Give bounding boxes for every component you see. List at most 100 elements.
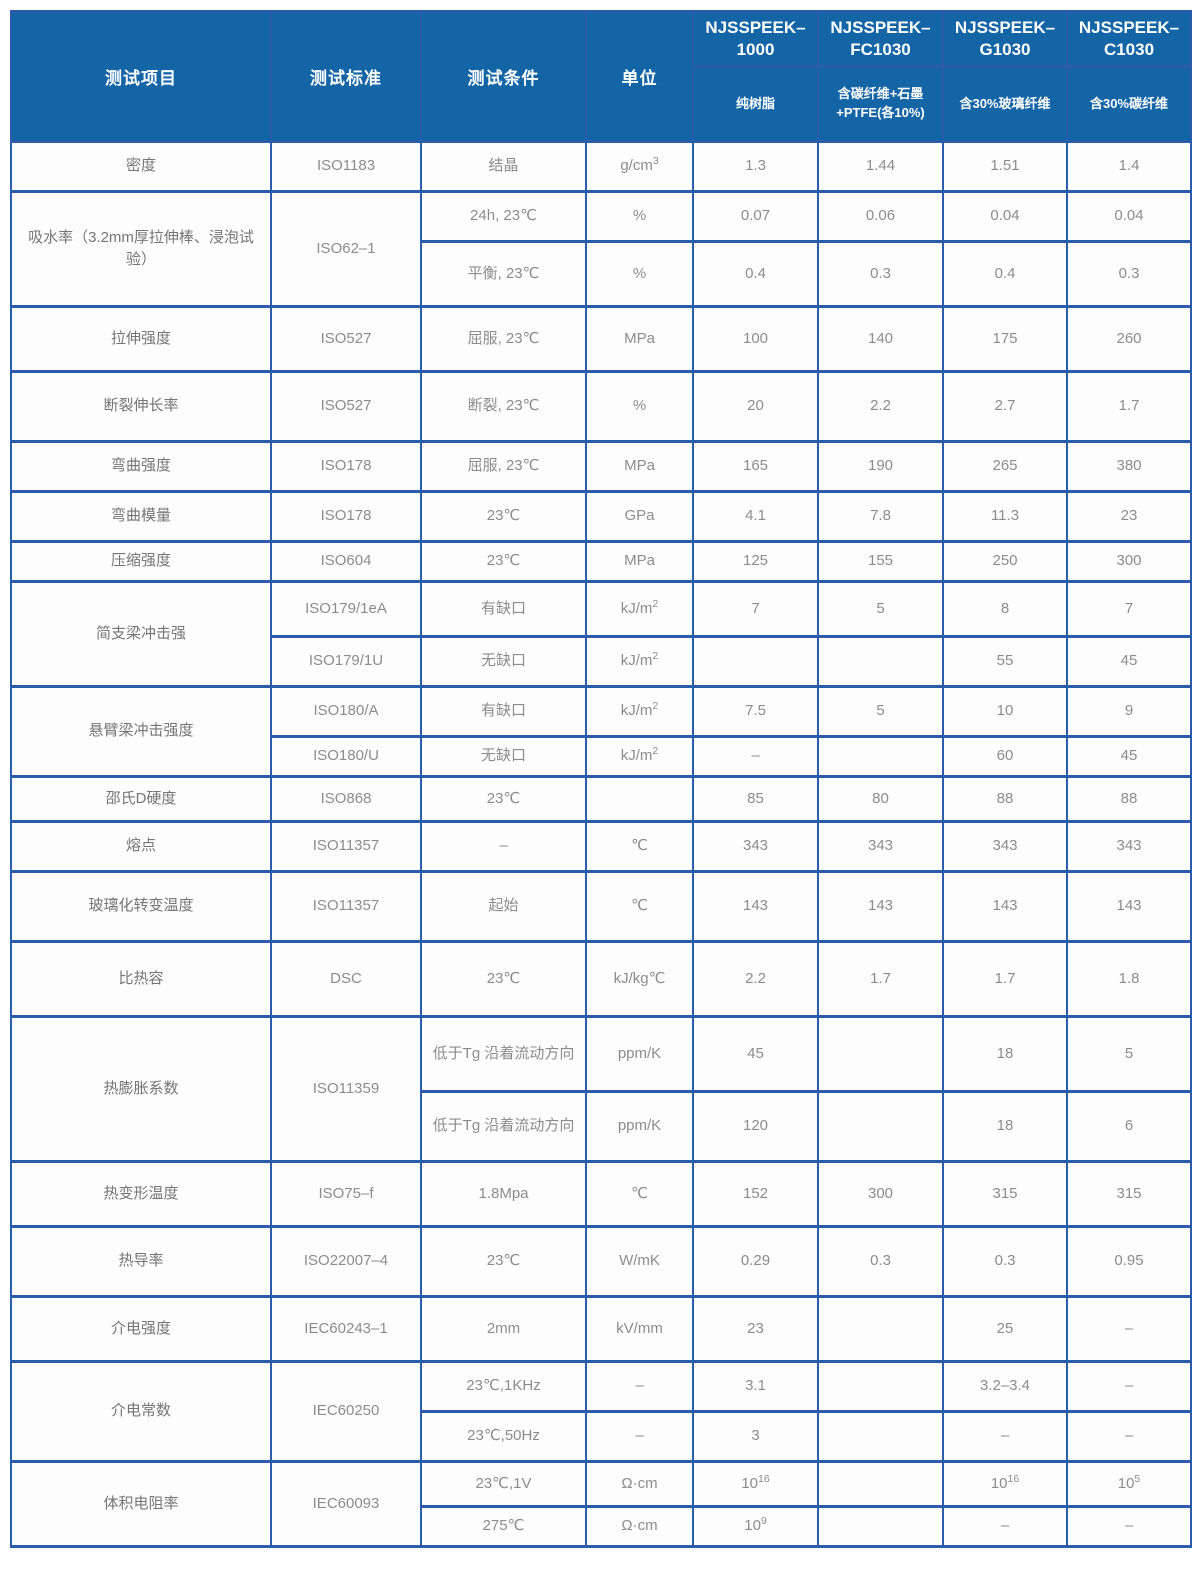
cell-test-item: 体积电阻率: [10, 1460, 272, 1549]
cell-test-item: 玻璃化转变温度: [10, 870, 272, 944]
cell-condition: 无缺口: [420, 735, 587, 779]
cell-test-item: 悬臂梁冲击强度: [10, 685, 272, 779]
cell-unit: [585, 775, 694, 824]
cell-standard: ISO62–1: [270, 190, 422, 309]
cell-condition: 23℃,1V: [420, 1460, 587, 1509]
table-row: 断裂伸长率 ISO527 断裂, 23℃ % 20 2.2 2.7 1.7: [10, 370, 1192, 444]
table-row: 低于Tg 沿着流动方向 ppm/K 120 18 6: [11, 1090, 1192, 1164]
cell-value: 152: [692, 1160, 819, 1229]
table-row: 介电常数 IEC60250 23℃,1KHz – 3.1 3.2–3.4 –: [10, 1360, 1192, 1464]
cell-standard: DSC: [270, 940, 422, 1019]
cell-value: 18: [942, 1015, 1068, 1094]
cell-value: 88: [942, 775, 1068, 824]
header-product-desc: 含30%碳纤维: [1066, 65, 1192, 144]
cell-condition: 23℃,1KHz: [420, 1360, 587, 1414]
header-test-item: 测试项目: [10, 9, 272, 144]
header-test-condition: 测试条件: [420, 9, 587, 144]
table-row: 275℃ Ω·cm 109 – –: [11, 1505, 1192, 1549]
cell-value: 1.3: [692, 140, 819, 194]
cell-condition: 1.8Mpa: [420, 1160, 587, 1229]
cell-value: 8: [942, 580, 1068, 639]
cell-condition: 23℃: [420, 490, 587, 544]
cell-test-item: 熔点: [10, 820, 272, 874]
cell-condition: 2mm: [420, 1295, 587, 1364]
cell-standard: IEC60243–1: [270, 1295, 422, 1364]
cell-condition: 断裂, 23℃: [420, 370, 587, 444]
cell-unit: W/mK: [585, 1225, 694, 1299]
cell-value: 0.4: [692, 240, 819, 309]
header-product-desc: 含30%玻璃纤维: [942, 65, 1068, 144]
cell-value: 250: [942, 540, 1068, 584]
header-product-name: NJSSPEEK–1000: [692, 9, 819, 69]
cell-unit: %: [585, 190, 694, 244]
cell-value: –: [1066, 1410, 1192, 1464]
cell-standard: ISO11357: [270, 820, 422, 874]
cell-value: 23: [1066, 490, 1192, 544]
cell-value: [817, 1505, 944, 1549]
header-product-name: NJSSPEEK–G1030: [942, 9, 1068, 69]
cell-value: 2.2: [692, 940, 819, 1019]
cell-value: 4.1: [692, 490, 819, 544]
cell-value: 18: [942, 1090, 1068, 1164]
cell-value: 0.3: [942, 1225, 1068, 1299]
cell-value: 7: [1066, 580, 1192, 639]
cell-value: 60: [942, 735, 1068, 779]
cell-test-item: 拉伸强度: [10, 305, 272, 374]
cell-value: 1.7: [1066, 370, 1192, 444]
cell-test-item: 邵氏D硬度: [10, 775, 272, 824]
cell-value: 5: [817, 580, 944, 639]
table-row: 悬臂梁冲击强度 ISO180/A 有缺口 kJ/m2 7.5 5 10 9: [10, 685, 1192, 779]
cell-test-item: 热导率: [10, 1225, 272, 1299]
cell-test-item: 断裂伸长率: [10, 370, 272, 444]
cell-standard: ISO1183: [270, 140, 422, 194]
cell-test-item: 简支梁冲击强: [10, 580, 272, 689]
cell-value: 7.8: [817, 490, 944, 544]
cell-unit: kJ/m2: [585, 685, 694, 739]
cell-unit: GPa: [585, 490, 694, 544]
cell-unit: ℃: [585, 820, 694, 874]
cell-condition: 屈服, 23℃: [420, 440, 587, 494]
cell-value: 9: [1066, 685, 1192, 739]
table-row: 23℃,50Hz – 3 – –: [11, 1410, 1192, 1464]
cell-standard: ISO22007–4: [270, 1225, 422, 1299]
cell-test-item: 吸水率（3.2mm厚拉伸棒、浸泡试验）: [10, 190, 272, 309]
cell-value: 3: [692, 1410, 819, 1464]
cell-standard: ISO527: [270, 370, 422, 444]
cell-value: 1.44: [817, 140, 944, 194]
cell-condition: 23℃: [420, 940, 587, 1019]
cell-standard: ISO179/1U: [270, 635, 422, 689]
cell-value: –: [692, 735, 819, 779]
cell-value: 55: [942, 635, 1068, 689]
cell-value: –: [1066, 1360, 1192, 1414]
table-row: 熔点 ISO11357 – ℃ 343 343 343 343: [10, 820, 1192, 874]
table-row: 弯曲模量 ISO178 23℃ GPa 4.1 7.8 11.3 23: [10, 490, 1192, 544]
cell-unit: %: [585, 240, 694, 309]
cell-standard: IEC60093: [270, 1460, 422, 1549]
header-unit: 单位: [585, 9, 694, 144]
cell-value: 5: [817, 685, 944, 739]
cell-value: 1.7: [817, 940, 944, 1019]
cell-value: 1016: [942, 1460, 1068, 1509]
table-row: 玻璃化转变温度 ISO11357 起始 ℃ 143 143 143 143: [10, 870, 1192, 944]
cell-standard: IEC60250: [270, 1360, 422, 1464]
cell-value: 143: [942, 870, 1068, 944]
cell-value: 25: [942, 1295, 1068, 1364]
cell-test-item: 弯曲强度: [10, 440, 272, 494]
cell-unit: ℃: [585, 870, 694, 944]
cell-value: –: [1066, 1295, 1192, 1364]
table-row: 热导率 ISO22007–4 23℃ W/mK 0.29 0.3 0.3 0.9…: [10, 1225, 1192, 1299]
cell-standard: ISO178: [270, 440, 422, 494]
cell-condition: 结晶: [420, 140, 587, 194]
cell-value: 315: [942, 1160, 1068, 1229]
cell-condition: 275℃: [420, 1505, 587, 1549]
header-row-descriptions: 纯树脂 含碳纤维+石墨+PTFE(各10%) 含30%玻璃纤维 含30%碳纤维: [11, 65, 1192, 144]
table-body: 密度 ISO1183 结晶 g/cm3 1.3 1.44 1.51 1.4 吸水…: [10, 140, 1192, 1549]
cell-test-item: 介电常数: [10, 1360, 272, 1464]
cell-test-item: 热膨胀系数: [10, 1015, 272, 1164]
cell-unit: Ω·cm: [585, 1460, 694, 1509]
table-row: 介电强度 IEC60243–1 2mm kV/mm 23 25 –: [10, 1295, 1192, 1364]
cell-value: 0.04: [942, 190, 1068, 244]
cell-value: 300: [1066, 540, 1192, 584]
cell-value: 380: [1066, 440, 1192, 494]
cell-value: 343: [692, 820, 819, 874]
